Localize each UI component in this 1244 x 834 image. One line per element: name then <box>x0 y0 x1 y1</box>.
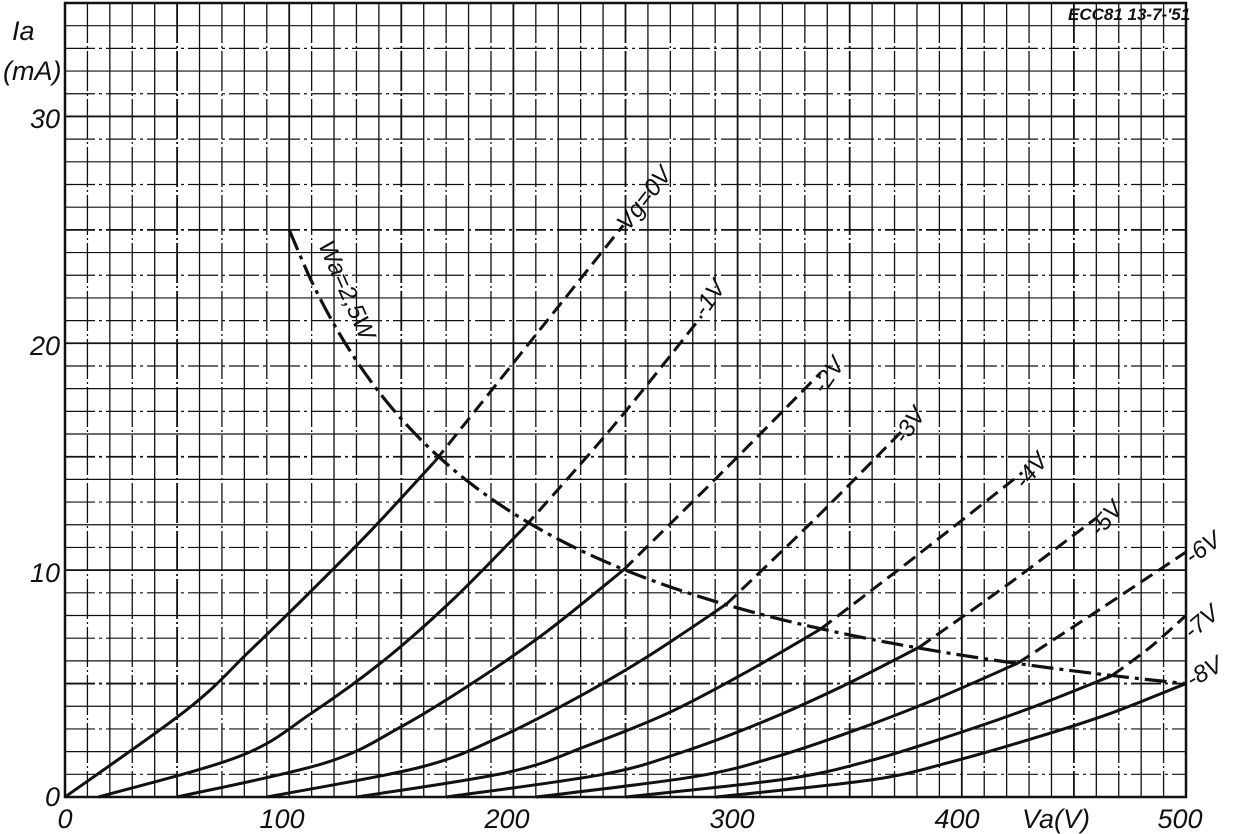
series-line-7-solid <box>625 674 1113 799</box>
series-line-2-solid <box>176 568 625 799</box>
x-tick-label: 300 <box>709 804 754 834</box>
series-line-5-solid <box>445 645 920 799</box>
series-line-8-solid <box>715 682 1187 799</box>
series-line-7-dashed <box>1111 614 1187 677</box>
series-label-vg0: Vg=0V <box>611 160 678 236</box>
series-line-4-dashed <box>819 471 1024 631</box>
series-label-vg-1: -1V <box>688 274 733 322</box>
x-tick-label: 200 <box>483 804 529 834</box>
x-tick-label: 0 <box>57 804 72 834</box>
y-axis-unit: (mA) <box>3 56 61 86</box>
series-line-6-solid <box>535 661 1019 799</box>
series-line-5-dashed <box>918 516 1098 649</box>
series-line-6-dashed <box>1017 550 1187 665</box>
series-line-1-dashed <box>523 315 703 529</box>
series-label-vg-8: -8V <box>1182 650 1230 693</box>
dissipation-curve <box>287 229 1187 686</box>
series-line-0-dashed <box>433 224 625 463</box>
series-line-0-solid <box>64 460 437 799</box>
series-label-vg-4: -4V <box>1009 446 1055 493</box>
y-tick-label: 0 <box>45 782 60 812</box>
y-axis-symbol: Ia <box>12 16 35 46</box>
grid <box>65 3 1186 797</box>
chart-title: ECC81 13-7-'51 <box>1068 5 1190 24</box>
series-label-vg-2: -2V <box>807 351 852 399</box>
series-line-2-dashed <box>622 371 822 572</box>
x-axis-label: Va(V) <box>1022 804 1090 834</box>
x-tick-label: 500 <box>1157 804 1202 834</box>
series-line-1-solid <box>98 525 526 799</box>
series-line-3-dashed <box>725 428 905 606</box>
y-tick-label: 10 <box>30 558 60 588</box>
series-line-4-solid <box>356 627 822 799</box>
curves <box>64 224 1187 799</box>
y-tick-label: 30 <box>30 104 60 134</box>
x-tick-label: 100 <box>259 804 304 834</box>
series-line-3-solid <box>266 602 728 799</box>
x-tick-label: 400 <box>934 804 979 834</box>
y-tick-label: 20 <box>29 331 60 361</box>
